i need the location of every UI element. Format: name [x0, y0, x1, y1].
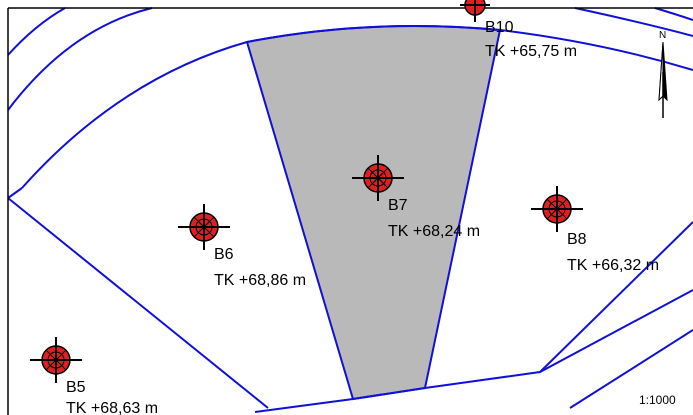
borehole-id-label: B5: [66, 379, 86, 396]
borehole-crosshair-icon: [30, 337, 82, 383]
borehole-id-label: B10: [485, 19, 514, 36]
north-arrow-icon: N: [658, 30, 668, 118]
borehole-elevation-label: TK +68,24 m: [388, 223, 480, 240]
road-lower-edge-left: [7, 7, 153, 111]
map-scale-label: 1:1000: [639, 393, 676, 407]
road-right-top-edge: [574, 7, 693, 37]
borehole-b8[interactable]: B8 TK +66,32 m: [531, 186, 659, 274]
parcel-bottom-boundary: [254, 289, 693, 413]
borehole-b5[interactable]: B5 TK +68,63 m: [30, 337, 158, 415]
borehole-b7[interactable]: B7 TK +68,24 m: [352, 155, 480, 240]
parcel-boundary-left-edge: [7, 187, 23, 199]
borehole-id-label: B6: [214, 246, 234, 263]
road-outer-arc: [21, 25, 693, 189]
north-label: N: [659, 30, 666, 41]
borehole-id-label: B8: [567, 231, 587, 248]
borehole-crosshair-icon: [531, 186, 583, 232]
borehole-b10[interactable]: B10 TK +65,75 m: [460, 0, 577, 60]
borehole-b6[interactable]: B6 TK +68,86 m: [178, 204, 306, 289]
borehole-elevation-label: TK +65,75 m: [485, 43, 577, 60]
borehole-crosshair-icon: [178, 204, 230, 250]
borehole-id-label: B7: [388, 197, 408, 214]
parcel-right-boundary: [539, 221, 693, 373]
borehole-elevation-label: TK +66,32 m: [567, 257, 659, 274]
road-inner-arc-right: [654, 7, 693, 21]
borehole-elevation-label: TK +68,63 m: [66, 400, 158, 415]
road-upper-left-edge: [7, 7, 66, 56]
parcel-boundary-left-diagonal: [7, 197, 269, 409]
parcel-right-lower-boundary: [569, 329, 693, 409]
borehole-elevation-label: TK +68,86 m: [214, 272, 306, 289]
borehole-crosshair-icon: [460, 0, 490, 22]
highlighted-parcel: [245, 25, 502, 401]
borehole-crosshair-icon: [352, 155, 404, 201]
